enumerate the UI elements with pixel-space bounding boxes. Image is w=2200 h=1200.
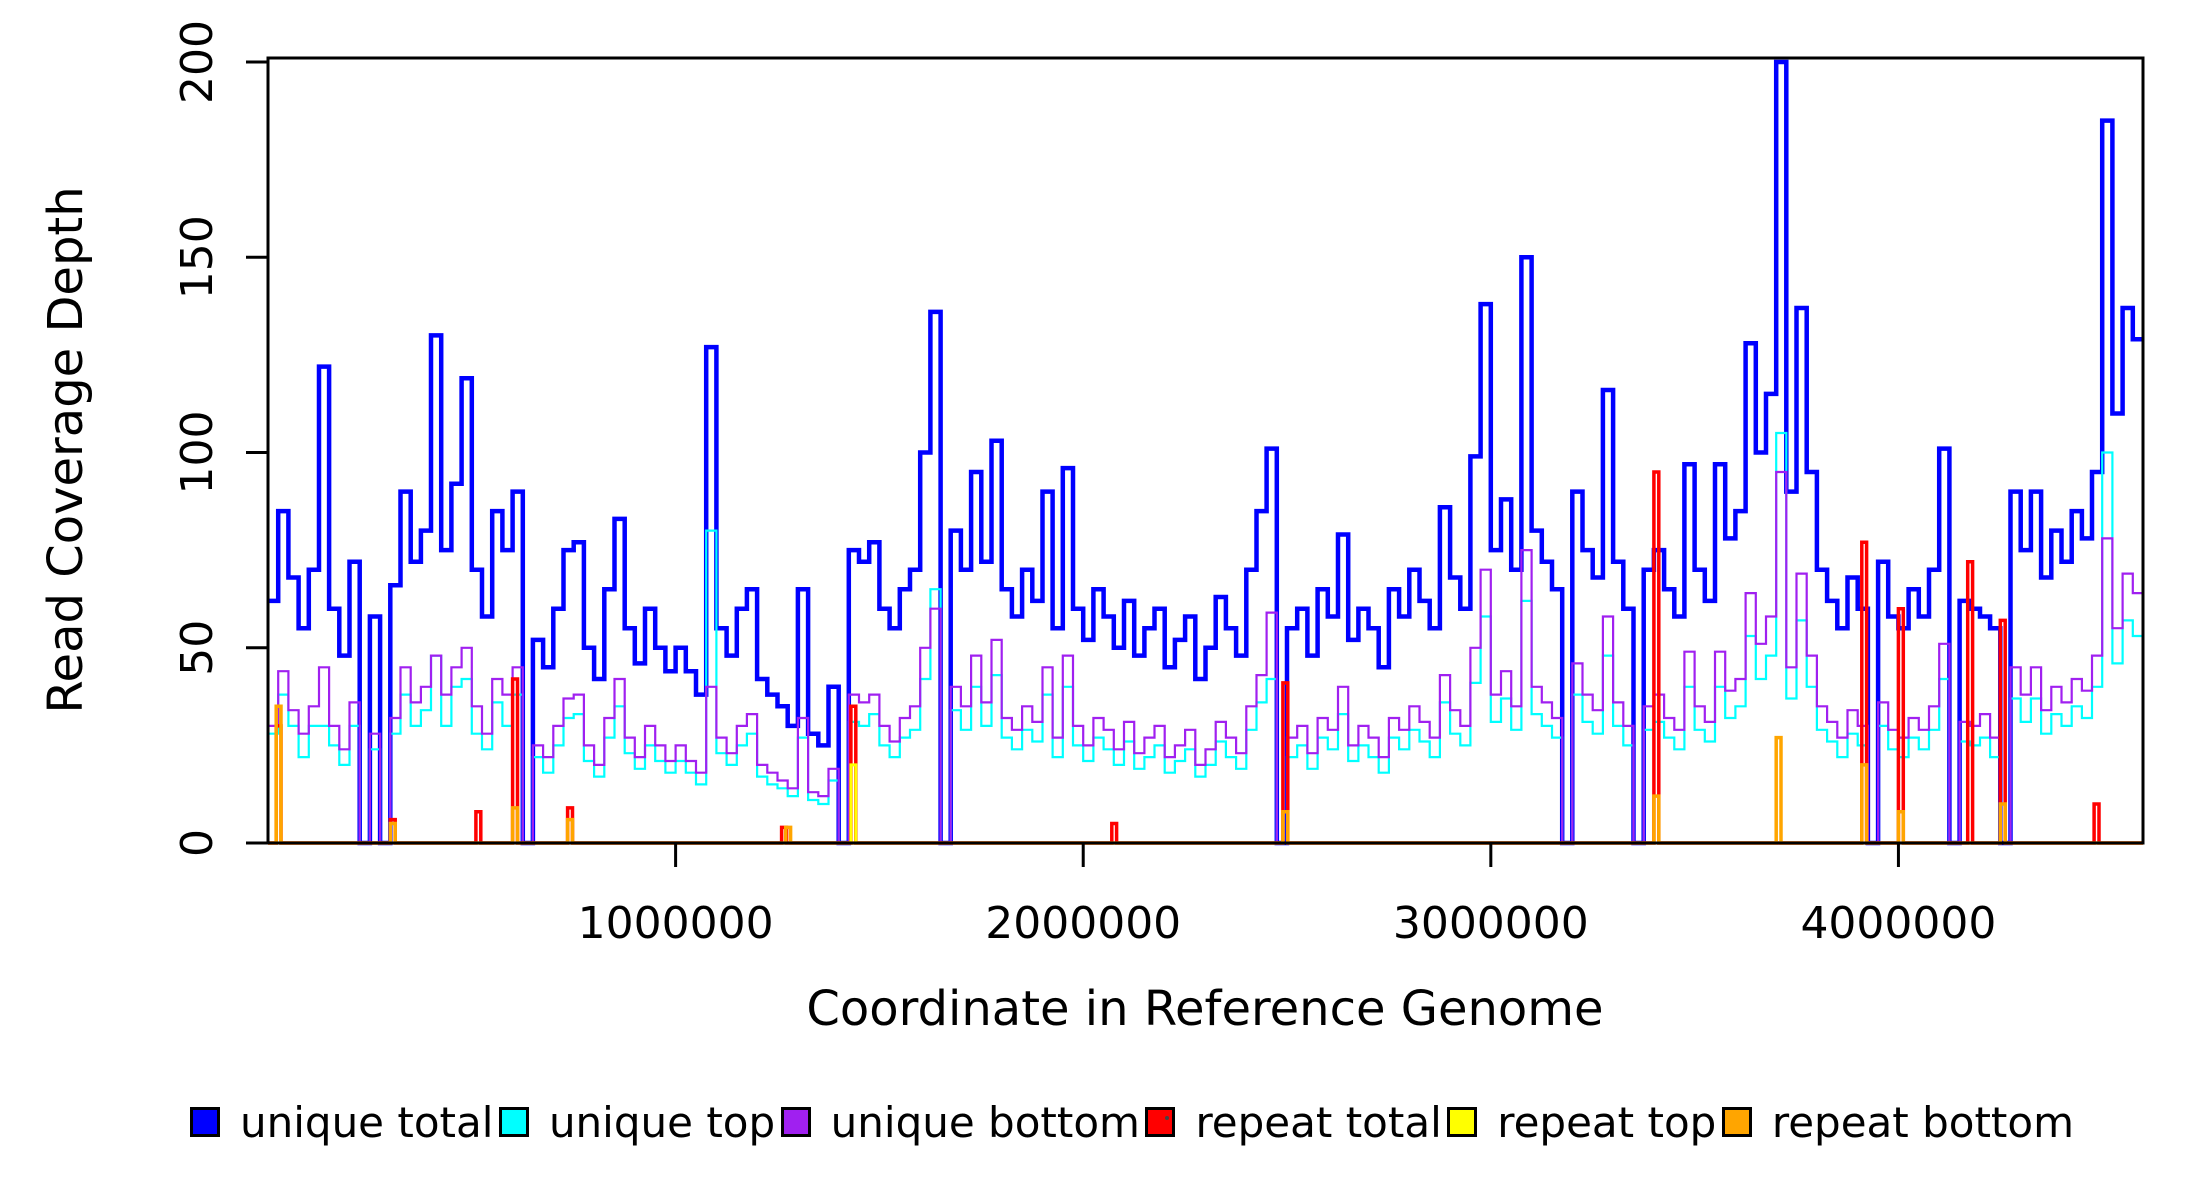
y-tick-label: 150 [172, 215, 223, 299]
y-axis-title: Read Coverage Depth [38, 186, 94, 713]
legend-swatch-repeat-total [1145, 1107, 1176, 1137]
series-unique-bottom [268, 470, 2143, 845]
legend-label: unique bottom [830, 1097, 1140, 1147]
x-axis-title: Coordinate in Reference Genome [806, 981, 1603, 1037]
series-unique-total [268, 59, 2143, 846]
series-repeat-bottom [268, 704, 2143, 845]
legend-swatch-unique-top [498, 1107, 529, 1137]
legend-label: unique top [548, 1097, 776, 1147]
axes-layer: 0 50 100 150 200 1000000 2000000 3000000 4000000 [172, 20, 2145, 949]
legend-item-repeat-total: repeat total [1145, 1097, 1442, 1147]
y-tick-label: 0 [172, 829, 223, 857]
legend-label: repeat total [1195, 1097, 1442, 1147]
legend-label: repeat top [1497, 1097, 1717, 1147]
legend-item-repeat-top: repeat top [1447, 1098, 1716, 1147]
legend-item-unique-total: unique total [190, 1098, 493, 1147]
y-tick-label: 50 [172, 620, 223, 676]
x-tick-label: 1000000 [578, 898, 774, 949]
legend-item-unique-top: unique top [498, 1097, 776, 1147]
legend-swatch-unique-total [190, 1107, 220, 1137]
x-tick-label: 2000000 [985, 898, 1181, 949]
series-repeat-total [268, 470, 2143, 845]
y-tick-label: 200 [172, 20, 223, 104]
plot-box [266, 56, 2145, 845]
y-tick-label: 100 [172, 411, 223, 495]
legend-swatch-repeat-top [1447, 1107, 1478, 1137]
legend-item-unique-bottom: unique bottom [780, 1097, 1140, 1147]
legend-label: unique total [240, 1097, 494, 1147]
legend: unique total unique top unique bottom repea… [190, 1096, 2074, 1148]
legend-item-repeat-bottom: repeat bottom [1721, 1097, 2074, 1147]
stray-dot [1165, 1116, 1169, 1120]
x-tick-label: 3000000 [1393, 898, 1589, 949]
series-layer [268, 59, 2143, 846]
x-tick-label: 4000000 [1800, 898, 1996, 949]
legend-swatch-unique-bottom [780, 1107, 811, 1137]
legend-swatch-repeat-bottom [1721, 1107, 1752, 1137]
legend-label: repeat bottom [1771, 1097, 2074, 1147]
